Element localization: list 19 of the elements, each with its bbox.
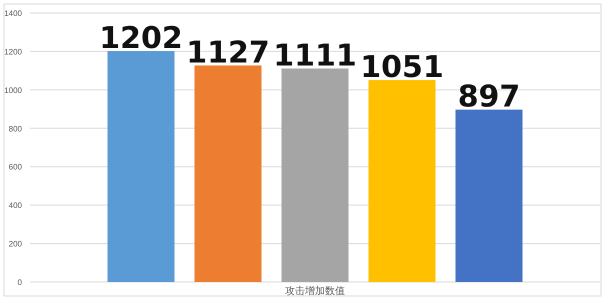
y-tick-label: 600 [8, 162, 23, 172]
bar [282, 68, 348, 282]
y-tick-label: 1400 [4, 9, 23, 18]
y-tick-label: 800 [8, 124, 23, 134]
x-tick-label: 攻击增加数值 [285, 285, 345, 297]
bar [368, 80, 436, 282]
data-label: 1202 [99, 21, 183, 56]
data-label: 1111 [273, 38, 357, 74]
y-tick-label: 1000 [4, 86, 23, 95]
bar [108, 51, 174, 282]
data-label: 1127 [186, 35, 270, 70]
y-tick-label: 1200 [4, 47, 23, 56]
y-tick-label: 400 [8, 201, 23, 210]
bar [456, 110, 522, 282]
y-tick-label: 200 [8, 240, 23, 249]
data-label: 897 [458, 80, 520, 115]
data-label: 1051 [360, 50, 444, 86]
bar [194, 65, 262, 282]
y-tick-label: 0 [18, 278, 23, 287]
